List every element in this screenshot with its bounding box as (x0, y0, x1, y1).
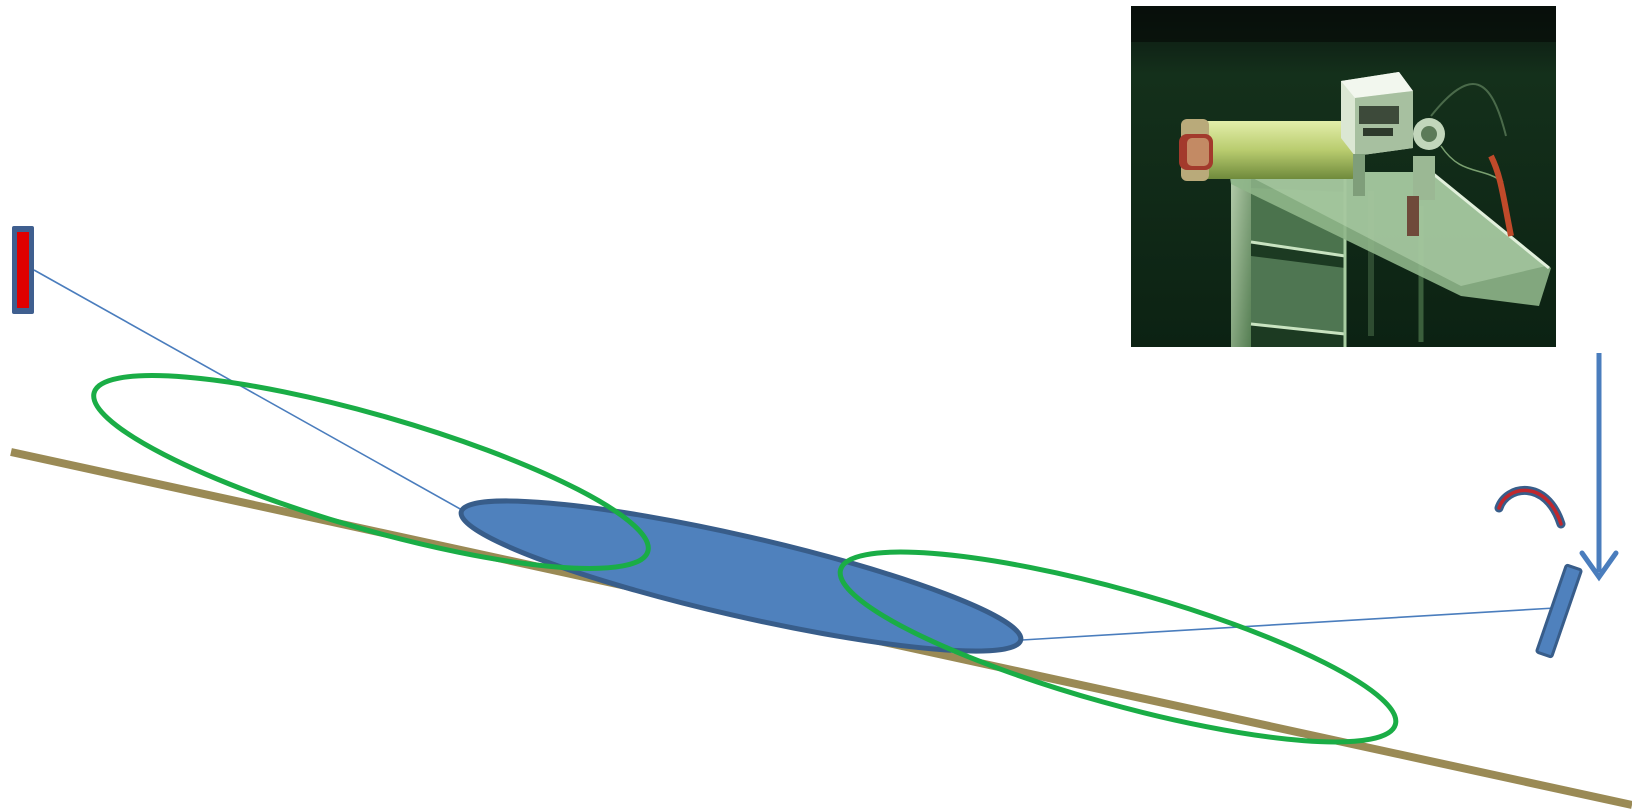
right-swath-ellipse (837, 549, 1399, 745)
receiver-transducer-icon (1535, 563, 1583, 659)
left-swath-ellipse (91, 373, 651, 571)
rotation-arc-icon (1494, 485, 1566, 529)
instrument-photo (1131, 6, 1556, 347)
underwater-sonar-instrument-photo (1131, 6, 1556, 347)
down-arrow-icon (1579, 353, 1619, 582)
scattered-beam-line (1021, 607, 1556, 641)
incident-beam-line (33, 269, 463, 511)
source-transducer-icon (12, 226, 34, 314)
